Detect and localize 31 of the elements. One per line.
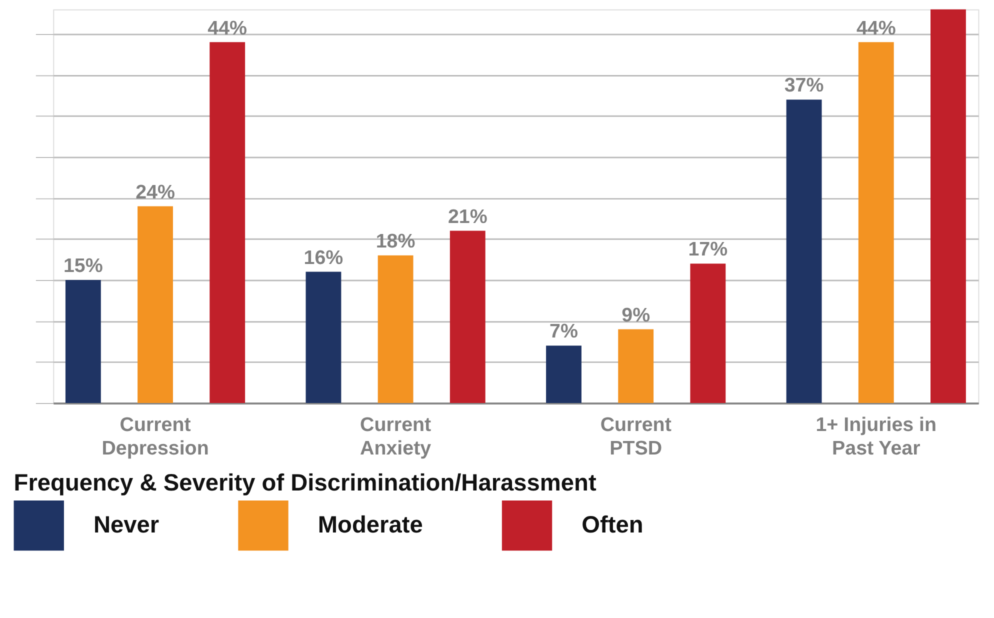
bar: [930, 9, 966, 404]
bar: [450, 230, 486, 404]
bar: [210, 42, 246, 404]
x-tick-label: Current PTSD: [600, 414, 672, 460]
bar: [546, 346, 582, 404]
bar: [786, 100, 822, 404]
bar: [858, 42, 894, 404]
bar: [138, 206, 173, 404]
data-label: 37%: [784, 74, 824, 97]
data-label: 9%: [622, 304, 650, 326]
data-label: 44%: [856, 17, 896, 40]
data-label: 24%: [136, 181, 175, 204]
bar: [306, 272, 342, 404]
data-label: 21%: [448, 206, 488, 228]
x-tick-label: 1+ Injuries in Past Year: [816, 414, 937, 460]
legend-title: Frequency & Severity of Discrimination/Harassment: [14, 470, 596, 497]
bar: [690, 264, 726, 404]
data-label: 15%: [63, 255, 103, 278]
data-label: 18%: [376, 230, 416, 253]
data-label: 7%: [550, 320, 578, 343]
legend-label: Often: [582, 512, 644, 538]
bar: [378, 255, 414, 404]
data-label: 17%: [688, 238, 728, 261]
data-label: 44%: [208, 17, 248, 40]
bar: [618, 329, 654, 404]
x-tick-label: Current Depression: [102, 414, 209, 460]
data-label: 16%: [304, 246, 344, 269]
bar: [65, 280, 101, 404]
x-tick-label: Current Anxiety: [360, 414, 432, 460]
legend-label: Moderate: [318, 512, 423, 538]
legend-label: Never: [93, 512, 160, 538]
